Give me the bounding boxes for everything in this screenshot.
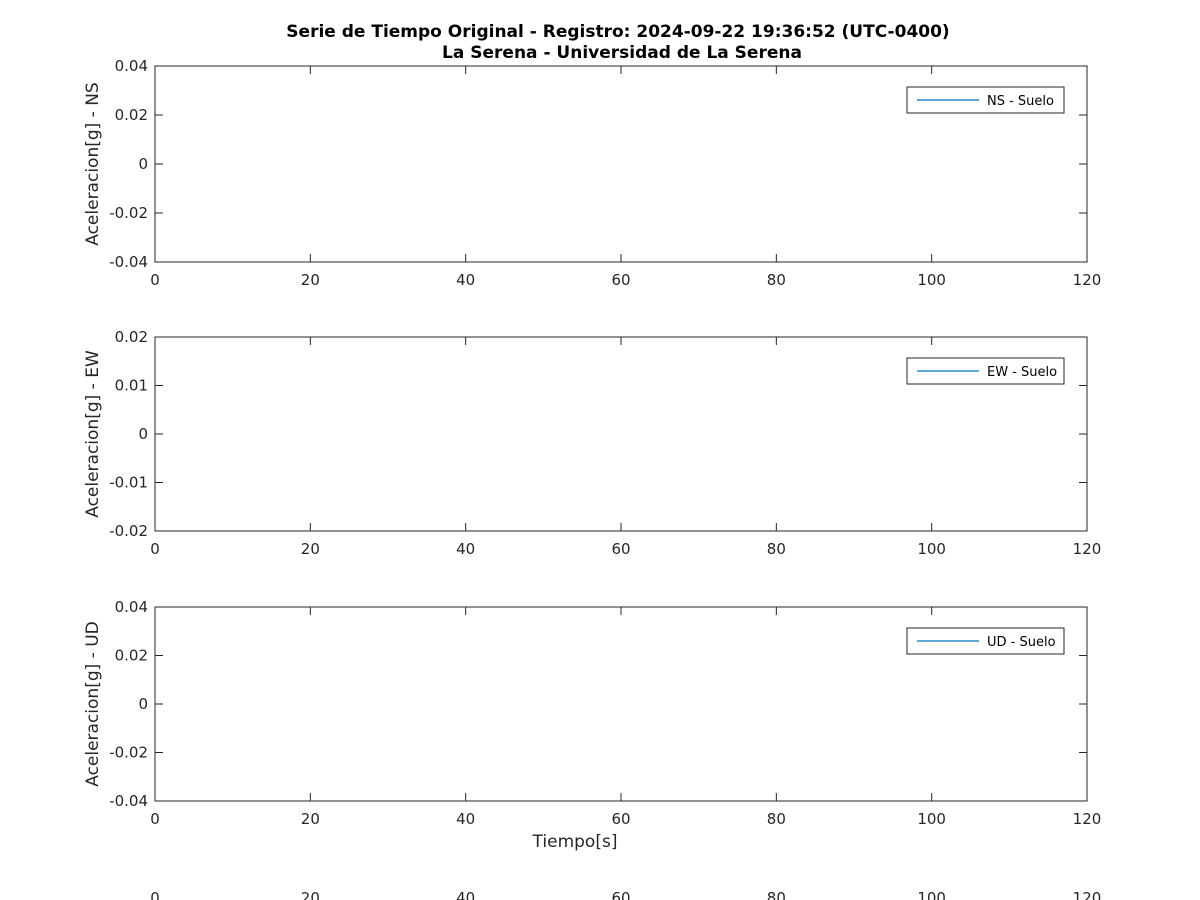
x-tick-label: 40 xyxy=(456,540,475,558)
x-tick-label: 40 xyxy=(456,810,475,828)
x-tick-label: 20 xyxy=(301,810,320,828)
figure-title-line1: Serie de Tiempo Original - Registro: 202… xyxy=(286,22,949,42)
y-tick-label: -0.02 xyxy=(109,204,148,222)
cropped-x-tick-label: 60 xyxy=(611,889,630,900)
x-tick-label: 100 xyxy=(917,810,946,828)
legend-label: EW - Suelo xyxy=(987,365,1057,380)
y-tick-label: -0.02 xyxy=(109,522,148,540)
x-tick-label: 100 xyxy=(917,271,946,289)
y-tick-label: 0.02 xyxy=(115,647,148,665)
y-tick-label: -0.04 xyxy=(109,253,148,271)
x-tick-label: 60 xyxy=(611,540,630,558)
y-tick-label: -0.01 xyxy=(109,474,148,492)
x-tick-label: 20 xyxy=(301,540,320,558)
y-tick-label: 0.04 xyxy=(115,57,148,75)
x-tick-label: 40 xyxy=(456,271,475,289)
y-tick-label: 0.02 xyxy=(115,106,148,124)
x-tick-label: 20 xyxy=(301,271,320,289)
y-tick-label: -0.04 xyxy=(109,792,148,810)
y-tick-label: 0 xyxy=(138,425,148,443)
subplot-ew: 0 20 40 60 80 100 120 -0.02 -0.01 0 0.01 0.02 Aceler… xyxy=(83,328,1101,558)
cropped-x-tick-label: 0 xyxy=(150,889,160,900)
cropped-x-tick-label: 120 xyxy=(1073,889,1102,900)
y-axis-label: Aceleracion[g] - EW xyxy=(83,350,103,518)
x-tick-label: 80 xyxy=(767,271,786,289)
y-tick-label: 0.01 xyxy=(115,377,148,395)
figure-title-line2: La Serena - Universidad de La Serena xyxy=(442,43,802,63)
x-tick-label: 60 xyxy=(611,271,630,289)
y-tick-label: 0 xyxy=(138,155,148,173)
y-tick-label: 0 xyxy=(138,695,148,713)
legend: NS - Suelo xyxy=(906,86,1065,114)
y-tick-label: 0.02 xyxy=(115,328,148,346)
x-tick-label: 120 xyxy=(1073,271,1102,289)
x-tick-label: 120 xyxy=(1073,810,1102,828)
x-tick-label: 80 xyxy=(767,540,786,558)
x-tick-label: 0 xyxy=(150,810,160,828)
x-axis-label: Tiempo[s] xyxy=(532,832,618,852)
legend-label: UD - Suelo xyxy=(987,635,1056,650)
y-tick-label: 0.04 xyxy=(115,598,148,616)
legend-label: NS - Suelo xyxy=(987,94,1054,109)
cropped-x-tick-label: 20 xyxy=(301,889,320,900)
x-tick-label: 80 xyxy=(767,810,786,828)
cropped-x-tick-label: 80 xyxy=(767,889,786,900)
x-tick-label: 100 xyxy=(917,540,946,558)
cropped-axis-ticklabels: 0 20 40 60 80 100 120 xyxy=(150,889,1101,900)
x-tick-label: 0 xyxy=(150,271,160,289)
subplot-ns: 0 20 40 60 80 100 120 -0.04 -0.02 0 0.02 0.04 Aceler… xyxy=(83,57,1101,289)
subplots: 0 20 40 60 80 100 120-0.04-0.0200.020.04Aceler… xyxy=(83,57,1101,852)
cropped-x-tick-label: 40 xyxy=(456,889,475,900)
legend: EW - Suelo xyxy=(906,357,1065,385)
cropped-x-tick-label: 100 xyxy=(917,889,946,900)
y-axis-label: Aceleracion[g] - UD xyxy=(83,621,103,787)
x-tick-label: 60 xyxy=(611,810,630,828)
subplot-ud: 0 20 40 60 80 100 120 -0.04 -0.02 0 0.02 0.04 Aceler… xyxy=(83,598,1101,852)
y-axis-label: Aceleracion[g] - NS xyxy=(83,82,103,245)
x-tick-label: 0 xyxy=(150,540,160,558)
y-tick-label: -0.02 xyxy=(109,744,148,762)
legend: UD - Suelo xyxy=(906,627,1065,655)
x-tick-label: 120 xyxy=(1073,540,1102,558)
